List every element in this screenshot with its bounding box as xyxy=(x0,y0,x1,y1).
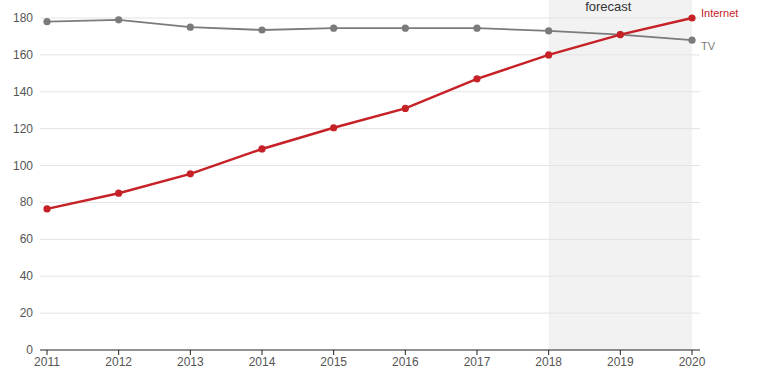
series-point xyxy=(43,205,50,212)
x-tick-label: 2019 xyxy=(607,355,634,369)
grid-line xyxy=(40,91,700,92)
series-point xyxy=(617,31,624,38)
grid-line xyxy=(40,54,700,55)
y-tick-label: 160 xyxy=(13,48,33,62)
x-tick-label: 2017 xyxy=(464,355,491,369)
y-tick-label: 120 xyxy=(13,122,33,136)
grid-line xyxy=(40,276,700,277)
grid-line xyxy=(40,313,700,314)
series-line xyxy=(47,20,692,40)
series-point xyxy=(115,190,122,197)
series-label: TV xyxy=(701,40,716,52)
series-line xyxy=(47,18,692,209)
y-tick-label: 80 xyxy=(20,195,34,209)
series-point xyxy=(187,24,194,31)
grid-line xyxy=(40,18,700,19)
x-tick-label: 2015 xyxy=(320,355,347,369)
x-tick-label: 2011 xyxy=(34,355,60,369)
x-tick-label: 2013 xyxy=(177,355,204,369)
series-point xyxy=(115,16,122,23)
y-tick-label: 40 xyxy=(20,269,34,283)
y-tick-label: 100 xyxy=(13,159,33,173)
forecast-band xyxy=(549,0,692,350)
grid-line xyxy=(40,202,700,203)
series-point xyxy=(330,25,337,32)
series-point xyxy=(688,37,695,44)
series-label: Internet xyxy=(701,7,738,19)
x-tick-label: 2020 xyxy=(679,355,706,369)
y-tick-label: 60 xyxy=(20,232,34,246)
x-tick-label: 2016 xyxy=(392,355,419,369)
y-tick-label: 20 xyxy=(20,306,34,320)
x-tick-label: 2012 xyxy=(105,355,132,369)
series-point xyxy=(258,26,265,33)
series-point xyxy=(545,27,552,34)
x-tick-label: 2018 xyxy=(535,355,562,369)
series-point xyxy=(617,31,624,38)
y-tick-label: 140 xyxy=(13,85,33,99)
series-point xyxy=(258,145,265,152)
series-point xyxy=(473,75,480,82)
y-tick-label: 0 xyxy=(26,343,33,357)
series-point xyxy=(688,14,695,21)
grid-line xyxy=(40,239,700,240)
x-tick-label: 2014 xyxy=(249,355,276,369)
chart: forecast 0 20 40 60 80 100 120 140 160 180 2011 2012… xyxy=(0,0,761,382)
grid-line xyxy=(40,165,700,166)
series-point xyxy=(330,124,337,131)
annotation-text: forecast xyxy=(585,0,632,14)
y-tick-label: 180 xyxy=(13,11,33,25)
series-labels: TV Internet xyxy=(701,7,738,52)
grid-line xyxy=(40,128,700,129)
series-point xyxy=(43,18,50,25)
series-point xyxy=(402,105,409,112)
series-point xyxy=(187,170,194,177)
series-point xyxy=(473,25,480,32)
plot-marks xyxy=(43,14,695,212)
series-point xyxy=(545,51,552,58)
series-point xyxy=(402,25,409,32)
x-axis-line xyxy=(40,350,700,351)
